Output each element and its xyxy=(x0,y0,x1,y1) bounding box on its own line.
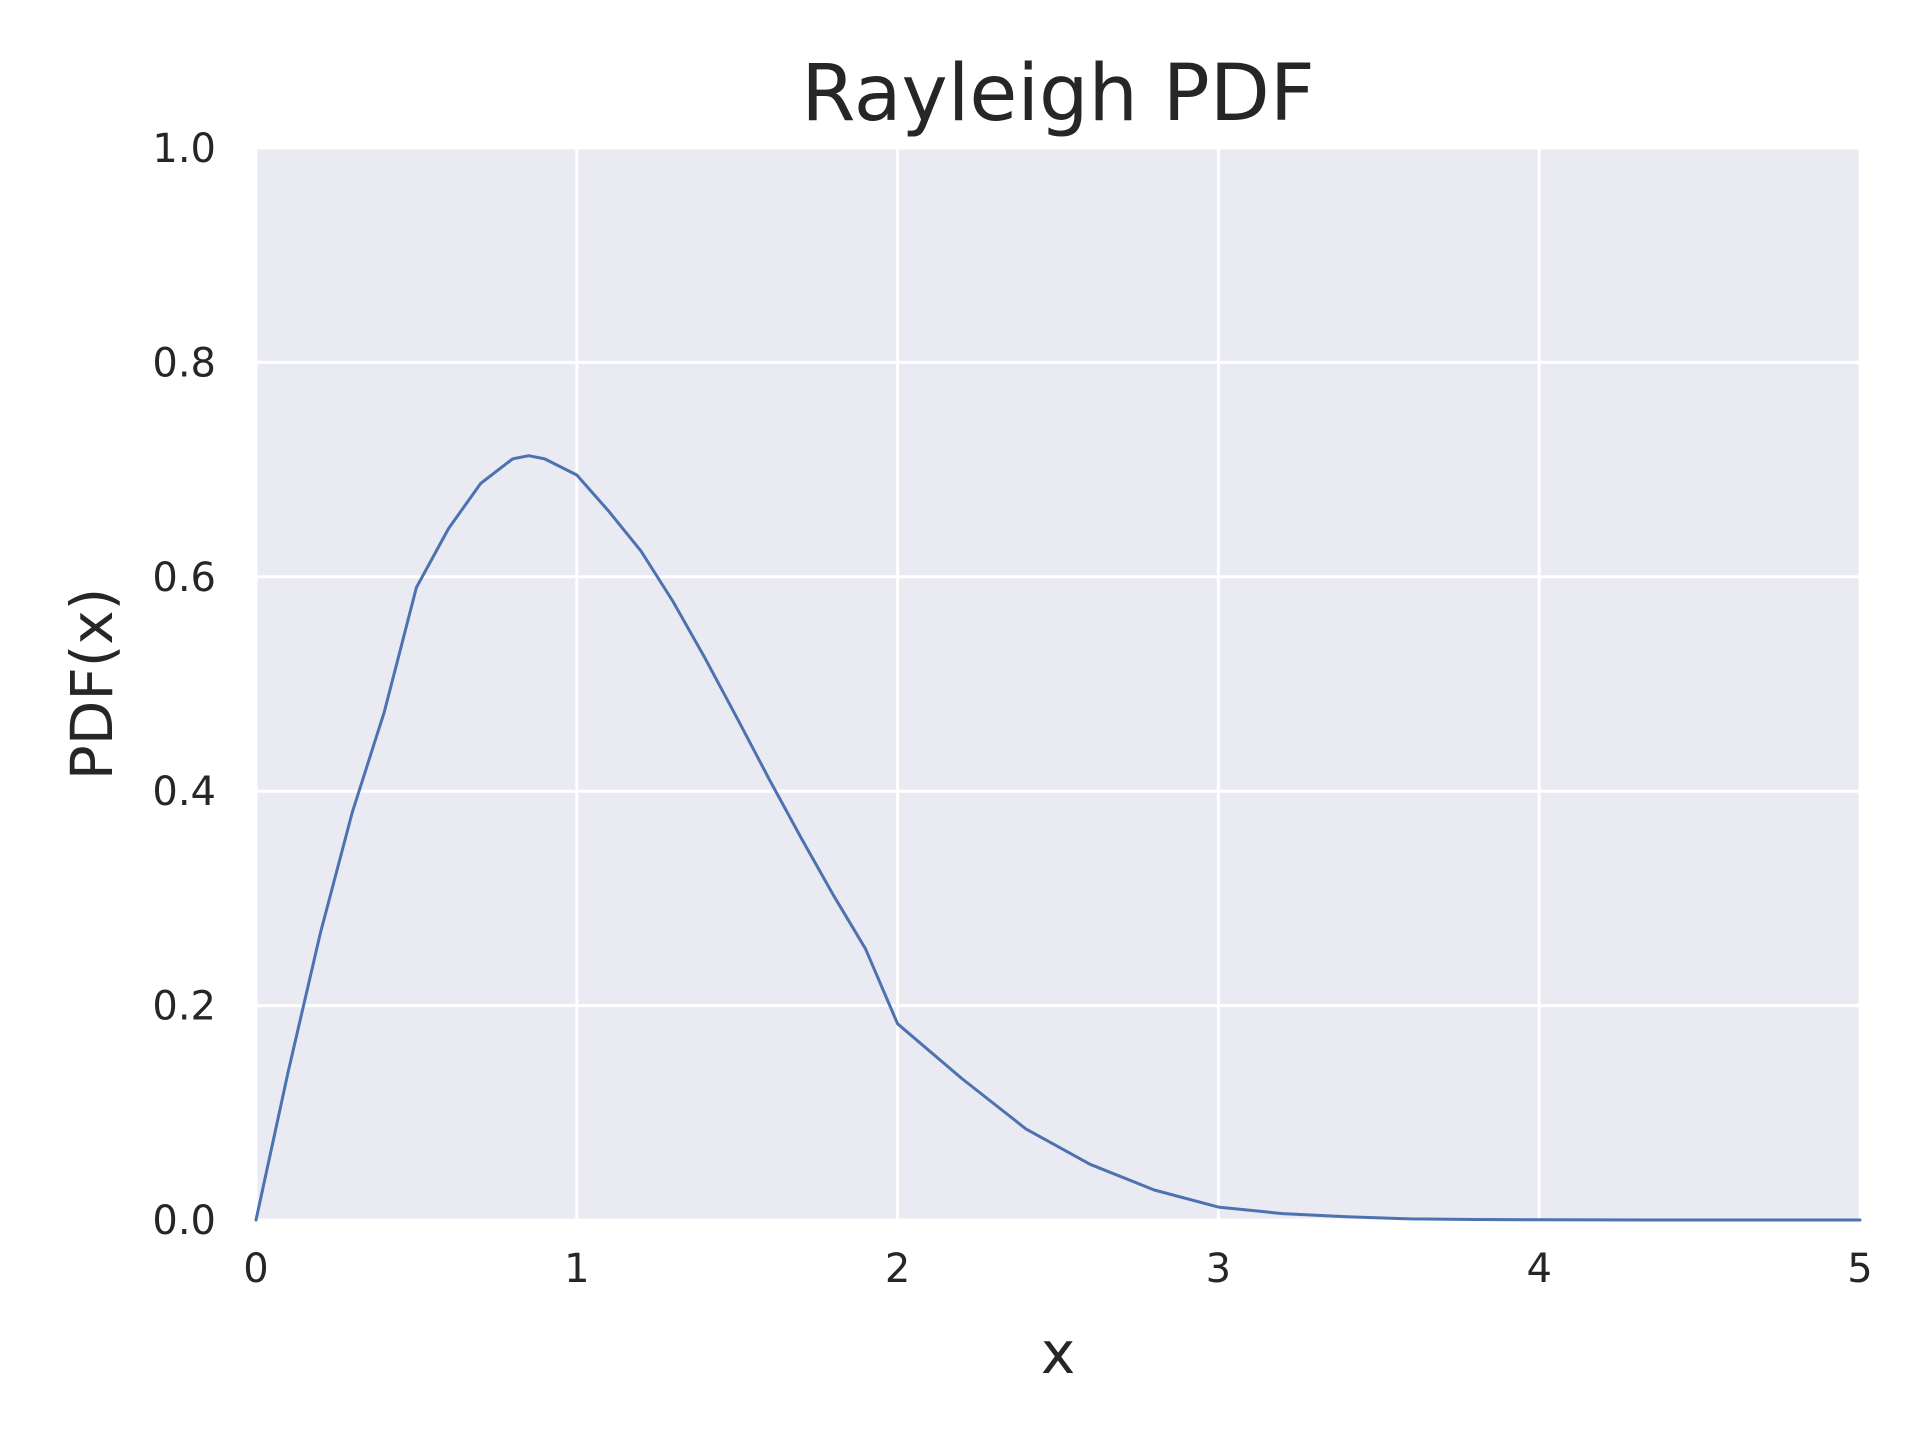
x-axis-label: x xyxy=(1041,1319,1075,1387)
x-tick-label: 5 xyxy=(1847,1246,1872,1292)
series-line xyxy=(254,454,1862,1222)
y-tick-label: 0.6 xyxy=(152,555,216,601)
y-tick-label: 0.2 xyxy=(152,984,216,1030)
x-tick-label: 4 xyxy=(1526,1246,1551,1292)
plot-area xyxy=(256,148,1860,1220)
y-tick-label: 0.8 xyxy=(152,340,216,386)
chart-title: Rayleigh PDF xyxy=(801,49,1314,139)
y-tick-labels: 0.0 0.2 0.4 0.6 0.8 1.0 xyxy=(152,126,216,1244)
x-tick-label: 1 xyxy=(564,1246,589,1292)
series-layer xyxy=(254,454,1862,1222)
y-tick-label: 1.0 xyxy=(152,126,216,172)
x-tick-labels: 0 1 2 3 4 5 xyxy=(243,1246,1872,1292)
y-tick-label: 0.0 xyxy=(152,1198,216,1244)
grid xyxy=(254,146,1862,1222)
y-tick-label: 0.4 xyxy=(152,769,216,815)
x-tick-label: 3 xyxy=(1206,1246,1231,1292)
y-axis-label: PDF(x) xyxy=(58,588,126,781)
x-tick-label: 0 xyxy=(243,1246,268,1292)
x-tick-label: 2 xyxy=(885,1246,910,1292)
